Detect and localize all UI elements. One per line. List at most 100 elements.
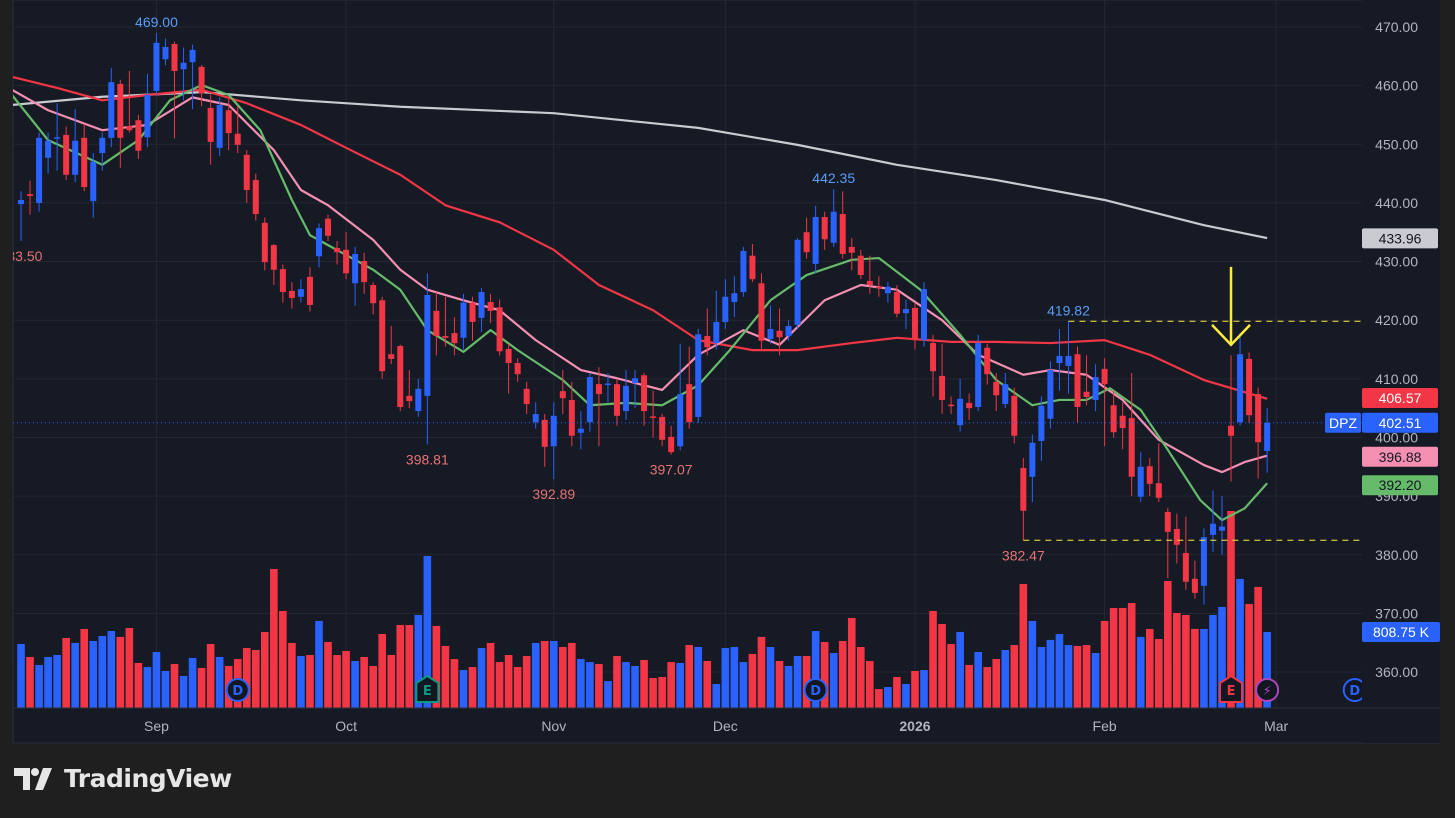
candle-body [496,307,503,352]
time-tick-label: Nov [541,718,566,734]
volume-bar [152,651,161,708]
right-margin [1440,0,1455,760]
candle-body [252,180,259,215]
volume-bar [956,631,964,708]
candle-body [1074,354,1081,407]
volume-bar [134,662,143,708]
candle-body [875,286,882,289]
volume-bar [1209,614,1217,708]
candle-body [957,398,964,426]
volume-bars [17,510,1271,708]
volume-bar [288,642,296,708]
volume-bar [405,624,414,708]
candle-body [379,300,386,372]
candle-body [126,126,133,131]
volume-bar [1037,646,1046,708]
volume-bar [522,656,531,708]
volume-bar [477,648,486,708]
candle-body [1065,355,1072,366]
volume-bar [351,661,359,708]
volume-bar [270,568,278,708]
low-price-label: 398.81 [406,451,449,467]
candle-body [1101,368,1108,385]
volume-bar [215,656,224,708]
volume-bar [1100,620,1109,708]
candle-body [794,239,801,325]
ma-badge-bg [1362,446,1438,467]
candle-body [1092,377,1099,400]
candle-body [162,46,169,60]
candle-body [216,104,223,148]
volume-bar [1182,614,1190,708]
volume-bar [929,610,937,708]
candle-body [731,293,738,303]
candle-body [1209,523,1216,535]
candle-body [1164,511,1171,532]
ma-badge: 406.57 [1379,390,1422,406]
time-axis[interactable]: Sep Oct Nov Dec 2026 Feb Mar [13,707,1440,734]
candle-body [839,214,846,254]
volume-badge: 808.75 K [1373,624,1430,640]
price-tick-label: 370.00 [1375,605,1418,621]
tradingview-logo[interactable]: TradingView [14,764,232,793]
candle-body [478,292,485,318]
candle-body [677,394,684,447]
volume-bar [161,670,170,708]
volume-bar [1136,636,1145,708]
price-tick-label: 410.00 [1375,371,1418,387]
price-chart[interactable]: 469.00 433.50 398.81 392.89 397.07 442.35 419.… [0,0,1455,760]
arrow-head-icon [1211,323,1251,347]
candle-body [1056,355,1063,364]
high-price-label: 442.35 [812,170,855,186]
candle-body [108,82,115,138]
volume-bar [1127,603,1136,708]
volume-bar [911,670,919,708]
candle-body [81,137,88,188]
volume-bar [1010,645,1019,708]
candle-body [279,269,286,293]
candle-body [90,161,97,202]
volume-bar [432,625,441,708]
plot-area[interactable]: 469.00 433.50 398.81 392.89 397.07 442.35 419.… [0,14,1362,708]
candle-body [99,137,106,154]
volume-bar [1064,645,1073,708]
candle-body [939,375,946,400]
candles [18,32,1271,605]
last-price-badge-bg [1362,412,1438,433]
candle-body [487,302,494,311]
volume-bar [983,667,992,708]
candle-body [1218,526,1225,531]
volume-bar [712,684,721,708]
candle-body [1246,358,1253,416]
volume-bar [360,656,368,708]
ma-badge-bg [1362,228,1438,249]
candle-body [306,276,313,305]
volume-bar [179,675,188,708]
volume-bar [423,556,432,708]
volume-bar [513,667,522,708]
volume-bar [170,664,179,708]
candle-body [541,419,548,447]
tradingview-logo-icon [14,767,52,790]
candle-body [632,378,639,383]
candle-body [1047,370,1054,419]
candle-body [1083,391,1090,398]
event-marker-label: E [1227,684,1236,699]
candle-body [713,321,720,344]
price-axis[interactable]: 470.00 460.00 450.00 440.00 430.00 420.00 410.… [1375,19,1418,680]
candle-body [1155,483,1162,498]
candle-body [740,251,747,293]
volume-bar [577,659,585,708]
candle-body [866,280,873,286]
volume-bar [613,656,621,708]
volume-bar [297,656,305,708]
candle-body [595,384,602,395]
candle-body [1228,425,1235,436]
candle-body [397,346,404,407]
event-markers[interactable]: D E D E ⚡ D [225,0,1440,743]
volume-bar [251,650,260,708]
candle-body [469,302,476,322]
candle-body [966,402,973,409]
volume-bar [549,640,558,708]
volume-bar [1145,628,1154,708]
